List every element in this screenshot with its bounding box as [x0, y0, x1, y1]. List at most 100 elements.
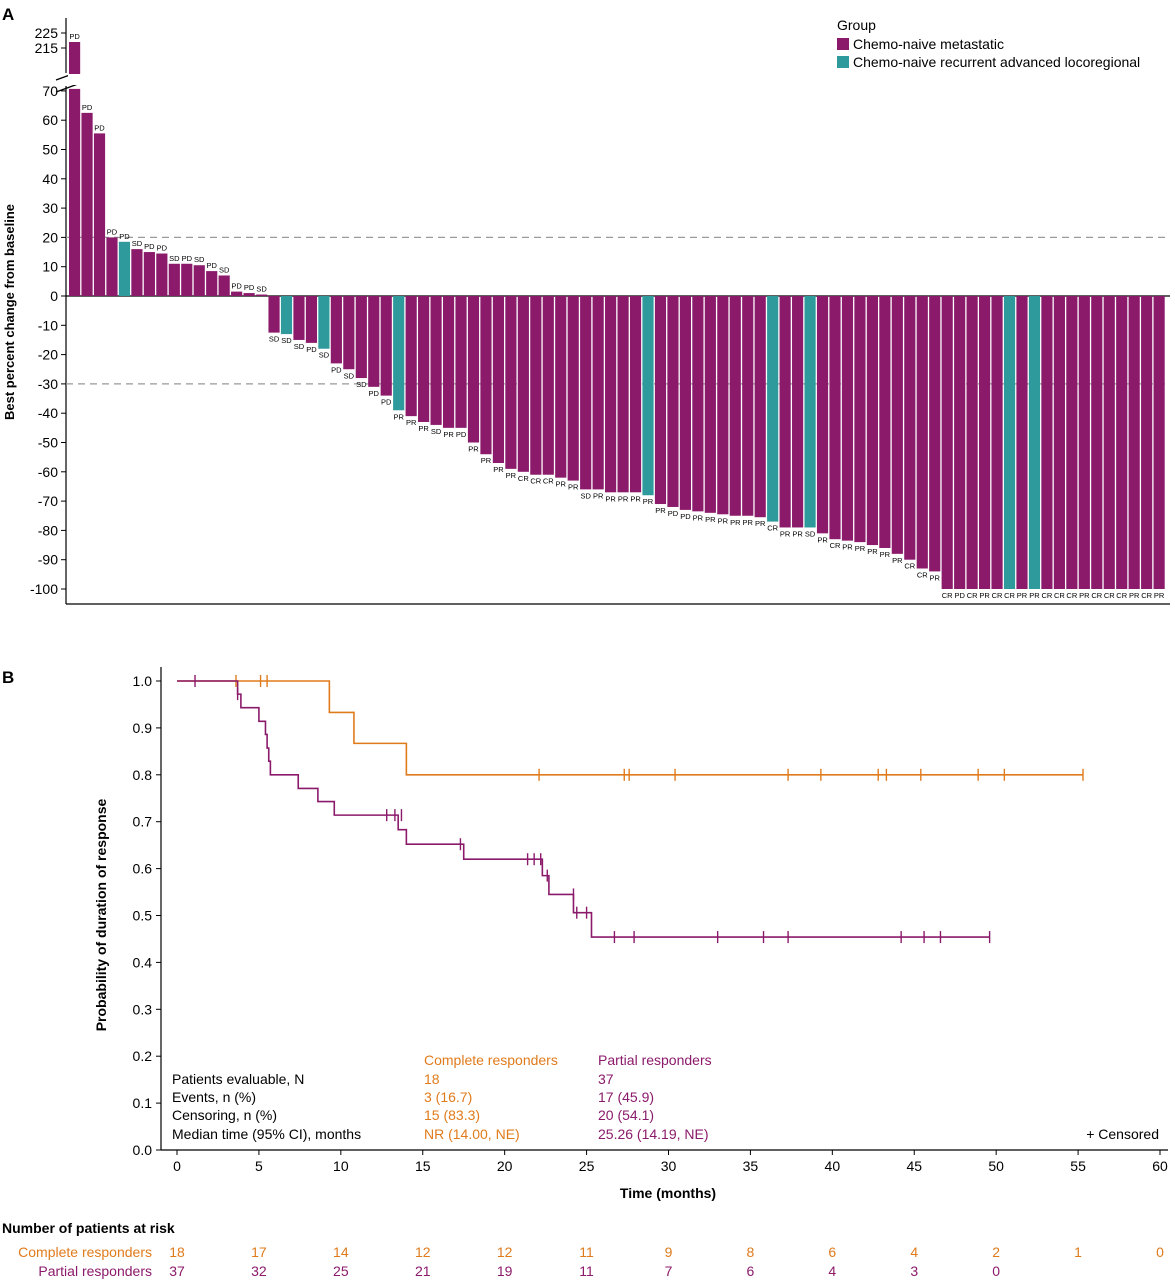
waterfall-bar: [492, 296, 505, 464]
at-risk-value: 12: [497, 1244, 513, 1260]
waterfall-bar: [118, 241, 131, 296]
bar-response-label: PD: [94, 123, 105, 132]
bar-response-label: PD: [119, 232, 130, 241]
at-risk-value: 11: [579, 1263, 594, 1279]
bar-response-label: SD: [805, 529, 816, 538]
at-risk-value: 0: [992, 1263, 1000, 1279]
y-tick-label: 0.5: [133, 908, 153, 924]
y-tick-label: -80: [38, 522, 58, 538]
bar-response-label: CR: [942, 591, 953, 600]
y-tick-label: 0.3: [133, 1001, 153, 1017]
waterfall-bar: [592, 296, 604, 490]
waterfall-bar: [966, 296, 978, 589]
y-tick-label: -90: [38, 552, 58, 568]
panel-b-label: B: [2, 668, 14, 687]
at-risk-value: 3: [910, 1263, 918, 1279]
bar-response-label: SD: [219, 265, 230, 274]
y-tick-label: 1.0: [133, 673, 153, 689]
at-risk-value: 8: [747, 1244, 755, 1260]
y-tick-label: 0.4: [133, 954, 153, 970]
waterfall-bar: [916, 296, 928, 569]
bar-response-label: PR: [892, 556, 903, 565]
bar-response-label: CR: [1066, 591, 1077, 600]
waterfall-bar: [667, 296, 679, 507]
at-risk-value: 6: [747, 1263, 755, 1279]
km-curve: [177, 680, 1083, 776]
at-risk-value: 9: [665, 1244, 673, 1260]
bar-response-label: PR: [842, 543, 853, 552]
at-risk-value: 19: [497, 1263, 513, 1279]
waterfall-bar: [704, 296, 716, 513]
y-tick-label: -70: [38, 493, 58, 509]
waterfall-bar: [255, 294, 268, 296]
at-risk-value: 21: [415, 1263, 431, 1279]
waterfall-bar: [380, 296, 392, 396]
waterfall-bar: [754, 296, 766, 518]
legend-label-metastatic: Chemo-naive metastatic: [853, 36, 1004, 52]
at-risk-value: 11: [579, 1244, 594, 1260]
at-risk-label-partial: Partial responders: [38, 1263, 152, 1279]
bar-response-label: PD: [107, 227, 118, 236]
waterfall-bar: [829, 296, 841, 540]
x-tick-label: 5: [255, 1158, 263, 1174]
bar-response-label: SD: [269, 335, 280, 344]
bar-response-label: PR: [979, 591, 990, 600]
x-tick-label: 10: [333, 1158, 349, 1174]
x-tick-label: 25: [579, 1158, 595, 1174]
waterfall-bar: [330, 296, 342, 364]
waterfall-bar: [1091, 296, 1103, 589]
km-chart: Probability of duration of response Time…: [93, 667, 1168, 1201]
waterfall-bar: [517, 296, 529, 472]
bar-break-gap: [68, 74, 82, 85]
bar-response-label: PD: [206, 261, 217, 270]
y-tick-label: 0.9: [133, 720, 153, 736]
km-xlabel: Time (months): [620, 1185, 716, 1201]
waterfall-bar: [717, 296, 729, 515]
censored-note: + Censored: [1086, 1126, 1159, 1142]
summary-header-partial: Partial responders: [598, 1052, 712, 1068]
waterfall-bar: [69, 88, 81, 297]
waterfall-bar: [580, 296, 592, 490]
waterfall-chart: Best percent change from baseline Group …: [2, 17, 1170, 605]
waterfall-bar: [181, 263, 193, 296]
bar-response-label: SD: [281, 336, 292, 345]
bar-response-label: PR: [443, 430, 454, 439]
x-tick-label: 20: [497, 1158, 513, 1174]
bar-response-label: CR: [543, 477, 554, 486]
waterfall-bar: [1078, 296, 1090, 589]
bar-response-label: PD: [456, 430, 467, 439]
bar-response-label: SD: [194, 255, 205, 264]
bar-response-label: PR: [1079, 591, 1090, 600]
waterfall-bar: [542, 296, 554, 475]
at-risk-value: 25: [333, 1263, 349, 1279]
bar-response-label: CR: [992, 591, 1003, 600]
bar-response-label: PR: [1129, 591, 1140, 600]
bar-response-label: CR: [967, 591, 978, 600]
waterfall-bar: [480, 296, 492, 455]
bar-response-label: PR: [1017, 591, 1028, 600]
bar-response-label: PR: [855, 544, 866, 553]
summary-row-partial: 37: [598, 1071, 614, 1087]
at-risk-value: 32: [251, 1263, 267, 1279]
waterfall-bar: [1003, 296, 1016, 589]
waterfall-bar: [355, 296, 367, 379]
waterfall-bar: [692, 296, 704, 512]
waterfall-bar: [629, 296, 642, 493]
bar-response-label: PR: [643, 497, 654, 506]
at-risk-value: 18: [169, 1244, 185, 1260]
waterfall-bar: [792, 296, 804, 528]
bar-response-label: PR: [792, 529, 803, 538]
x-tick-label: 15: [415, 1158, 431, 1174]
y-tick-label: 0.2: [133, 1048, 153, 1064]
x-tick-label: 45: [906, 1158, 922, 1174]
waterfall-bar: [617, 296, 629, 493]
waterfall-bar: [530, 296, 542, 475]
waterfall-bar: [93, 133, 106, 296]
waterfall-bar: [131, 249, 143, 296]
bar-response-label: PR: [393, 412, 404, 421]
waterfall-bar: [929, 296, 941, 572]
y-tick-label: -50: [38, 435, 58, 451]
waterfall-bar: [555, 296, 567, 478]
bar-response-label: PD: [82, 103, 93, 112]
